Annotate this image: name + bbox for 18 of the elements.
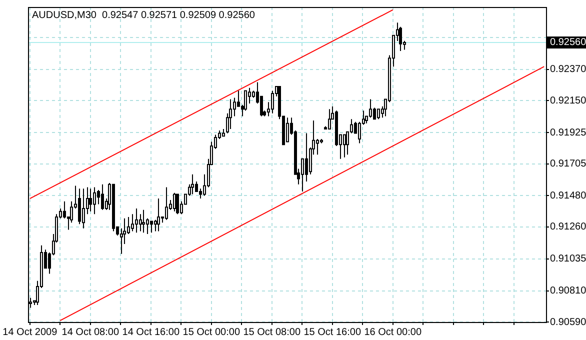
- x-tick-label: 15 Oct 00:00: [182, 326, 240, 338]
- y-tick-label: 0.91480: [550, 190, 586, 202]
- y-tick-label: 0.92150: [550, 95, 586, 106]
- y-tick-label: 0.90810: [550, 286, 586, 297]
- x-tick-label: 14 Oct 2009: [2, 326, 58, 338]
- y-tick-label: 0.91035: [550, 254, 586, 265]
- y-tick-label: 0.91260: [550, 222, 586, 233]
- x-tick-label: 15 Oct 16:00: [304, 326, 362, 338]
- y-tick-label: 0.91705: [550, 158, 586, 170]
- ref-line-label: 0.92560: [550, 37, 586, 48]
- y-tick-label: 0.90590: [550, 316, 586, 328]
- chart-title: AUDUSD,M30 0.92547 0.92571 0.92509 0.92560: [32, 10, 256, 21]
- x-tick-label: 14 Oct 08:00: [62, 326, 120, 338]
- y-tick-label: 0.92370: [550, 64, 586, 76]
- y-tick-label: 0.91925: [550, 127, 586, 138]
- x-tick-label: 15 Oct 08:00: [243, 326, 301, 338]
- x-tick-label: 14 Oct 16:00: [122, 326, 180, 338]
- x-tick-label: 16 Oct 00:00: [364, 326, 422, 338]
